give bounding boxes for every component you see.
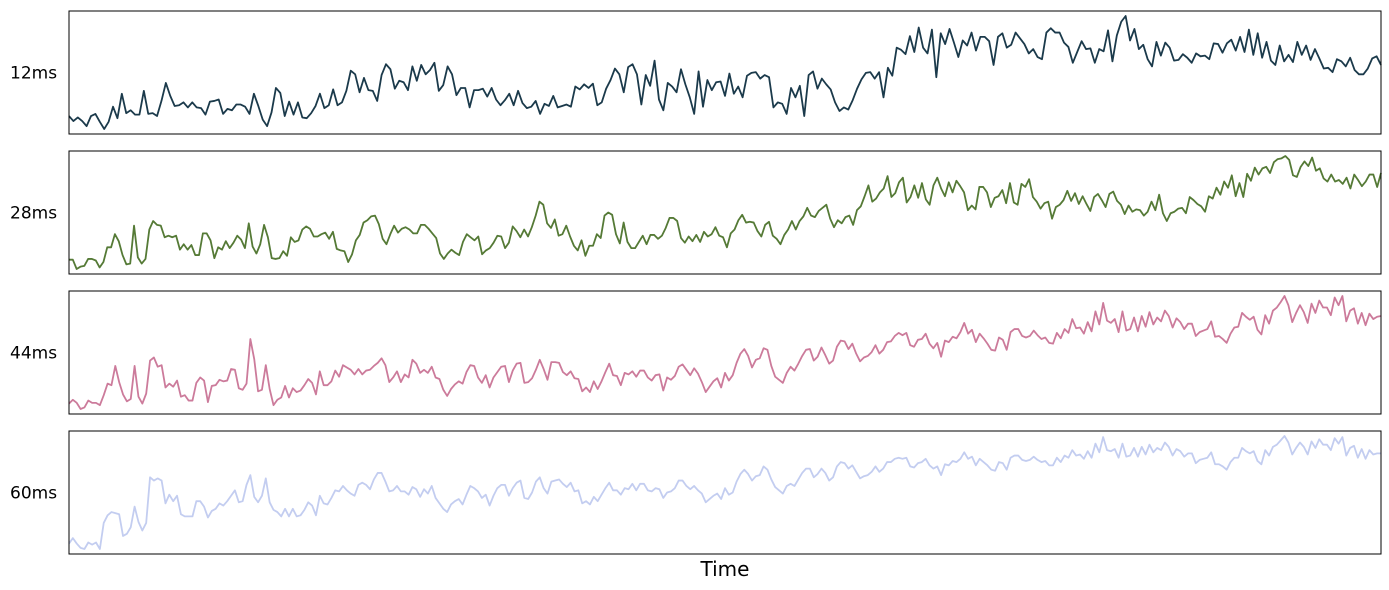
panel-label: 60ms	[10, 484, 57, 504]
series-line-12ms	[68, 15, 1382, 130]
panels-group: 12ms 28ms 44ms 60ms	[10, 10, 1382, 555]
panel-60ms: 60ms	[10, 430, 1382, 555]
panel-label: 12ms	[10, 64, 57, 84]
series-line-28ms	[69, 155, 1382, 270]
panel-frame	[68, 150, 1382, 275]
panel-44ms: 44ms	[10, 290, 1382, 415]
panel-frame	[68, 10, 1382, 135]
series-line-44ms	[68, 295, 1382, 410]
panel-frame	[68, 290, 1382, 415]
panel-label: 28ms	[10, 204, 57, 224]
panel-frame	[68, 430, 1382, 555]
panel-label: 44ms	[10, 344, 57, 364]
panel-12ms: 12ms	[10, 10, 1382, 135]
series-line-60ms	[68, 435, 1381, 550]
x-axis-label: Time	[700, 557, 750, 581]
panel-28ms: 28ms	[10, 150, 1382, 275]
